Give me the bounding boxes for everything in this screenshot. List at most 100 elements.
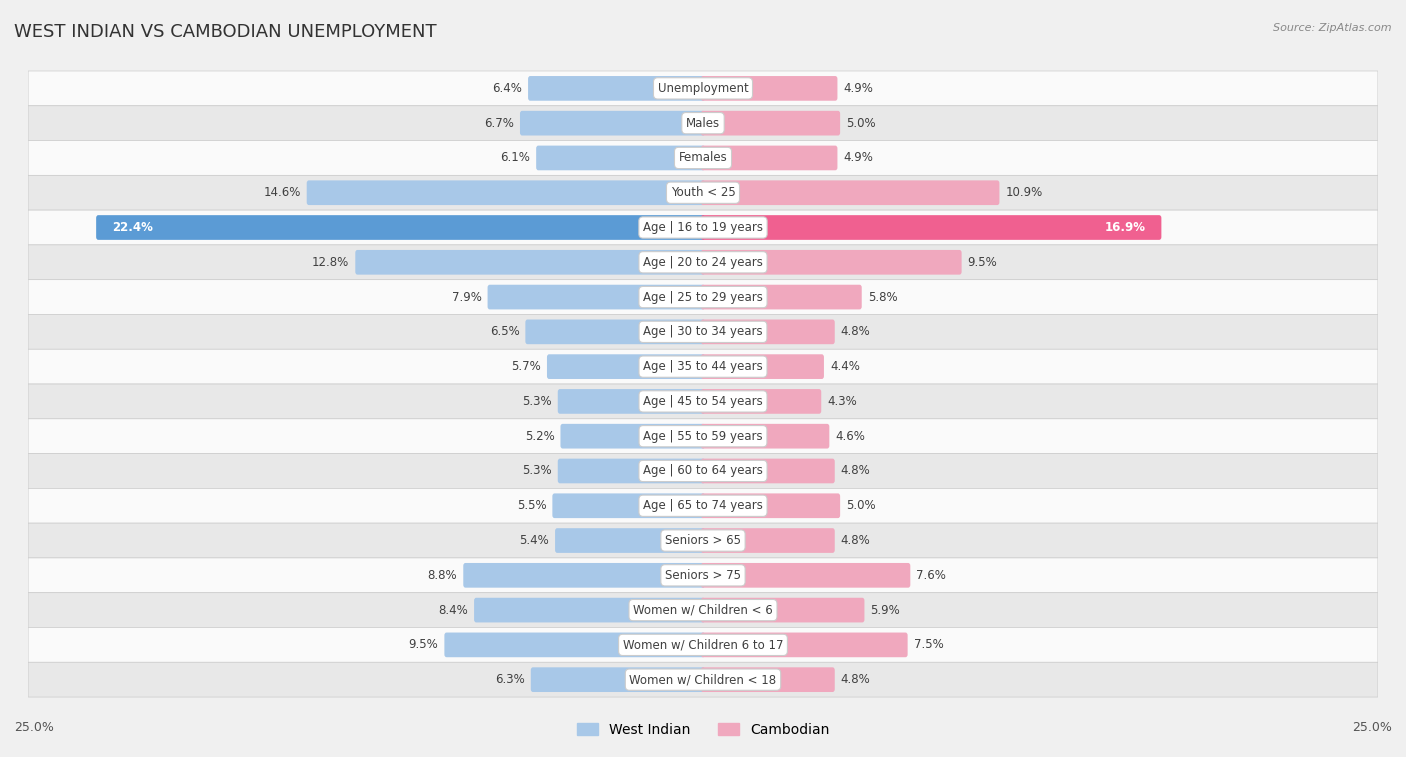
FancyBboxPatch shape: [28, 384, 1378, 419]
FancyBboxPatch shape: [488, 285, 706, 310]
Text: Males: Males: [686, 117, 720, 129]
Text: Age | 65 to 74 years: Age | 65 to 74 years: [643, 500, 763, 512]
Text: Unemployment: Unemployment: [658, 82, 748, 95]
FancyBboxPatch shape: [28, 419, 1378, 453]
FancyBboxPatch shape: [700, 389, 821, 414]
FancyBboxPatch shape: [520, 111, 706, 136]
Legend: West Indian, Cambodian: West Indian, Cambodian: [571, 717, 835, 742]
Text: WEST INDIAN VS CAMBODIAN UNEMPLOYMENT: WEST INDIAN VS CAMBODIAN UNEMPLOYMENT: [14, 23, 437, 41]
Text: 25.0%: 25.0%: [1353, 721, 1392, 734]
Text: 7.9%: 7.9%: [451, 291, 482, 304]
Text: Source: ZipAtlas.com: Source: ZipAtlas.com: [1274, 23, 1392, 33]
Text: Youth < 25: Youth < 25: [671, 186, 735, 199]
FancyBboxPatch shape: [444, 633, 706, 657]
FancyBboxPatch shape: [700, 494, 841, 518]
Text: Females: Females: [679, 151, 727, 164]
Text: 4.6%: 4.6%: [835, 430, 865, 443]
FancyBboxPatch shape: [529, 76, 706, 101]
FancyBboxPatch shape: [700, 145, 838, 170]
FancyBboxPatch shape: [558, 459, 706, 483]
FancyBboxPatch shape: [700, 215, 1161, 240]
FancyBboxPatch shape: [700, 180, 1000, 205]
Text: Women w/ Children < 6: Women w/ Children < 6: [633, 603, 773, 617]
Text: 16.9%: 16.9%: [1105, 221, 1146, 234]
FancyBboxPatch shape: [700, 111, 841, 136]
Text: 4.8%: 4.8%: [841, 673, 870, 686]
Text: 6.7%: 6.7%: [484, 117, 515, 129]
FancyBboxPatch shape: [526, 319, 706, 344]
FancyBboxPatch shape: [531, 668, 706, 692]
FancyBboxPatch shape: [28, 245, 1378, 279]
Text: 10.9%: 10.9%: [1005, 186, 1043, 199]
Text: 6.4%: 6.4%: [492, 82, 522, 95]
FancyBboxPatch shape: [700, 424, 830, 449]
Text: 4.9%: 4.9%: [844, 82, 873, 95]
Text: 25.0%: 25.0%: [14, 721, 53, 734]
FancyBboxPatch shape: [28, 176, 1378, 210]
Text: 9.5%: 9.5%: [967, 256, 997, 269]
Text: Age | 55 to 59 years: Age | 55 to 59 years: [643, 430, 763, 443]
FancyBboxPatch shape: [700, 250, 962, 275]
Text: Age | 30 to 34 years: Age | 30 to 34 years: [643, 326, 763, 338]
FancyBboxPatch shape: [700, 633, 908, 657]
FancyBboxPatch shape: [28, 314, 1378, 349]
Text: 9.5%: 9.5%: [409, 638, 439, 651]
Text: 5.0%: 5.0%: [846, 117, 876, 129]
Text: 7.5%: 7.5%: [914, 638, 943, 651]
Text: 4.4%: 4.4%: [830, 360, 859, 373]
FancyBboxPatch shape: [28, 349, 1378, 384]
FancyBboxPatch shape: [28, 453, 1378, 488]
FancyBboxPatch shape: [700, 563, 910, 587]
Text: Women w/ Children 6 to 17: Women w/ Children 6 to 17: [623, 638, 783, 651]
FancyBboxPatch shape: [536, 145, 706, 170]
Text: 5.0%: 5.0%: [846, 500, 876, 512]
FancyBboxPatch shape: [307, 180, 706, 205]
FancyBboxPatch shape: [28, 210, 1378, 245]
Text: Seniors > 75: Seniors > 75: [665, 569, 741, 582]
FancyBboxPatch shape: [474, 598, 706, 622]
Text: Age | 16 to 19 years: Age | 16 to 19 years: [643, 221, 763, 234]
FancyBboxPatch shape: [28, 523, 1378, 558]
FancyBboxPatch shape: [28, 628, 1378, 662]
Text: 5.3%: 5.3%: [522, 395, 551, 408]
Text: 7.6%: 7.6%: [917, 569, 946, 582]
Text: Women w/ Children < 18: Women w/ Children < 18: [630, 673, 776, 686]
Text: 4.8%: 4.8%: [841, 326, 870, 338]
FancyBboxPatch shape: [464, 563, 706, 587]
Text: Seniors > 65: Seniors > 65: [665, 534, 741, 547]
FancyBboxPatch shape: [28, 488, 1378, 523]
FancyBboxPatch shape: [547, 354, 706, 379]
Text: 12.8%: 12.8%: [312, 256, 349, 269]
Text: 6.3%: 6.3%: [495, 673, 524, 686]
Text: 8.8%: 8.8%: [427, 569, 457, 582]
Text: 4.8%: 4.8%: [841, 465, 870, 478]
Text: Age | 45 to 54 years: Age | 45 to 54 years: [643, 395, 763, 408]
Text: Age | 60 to 64 years: Age | 60 to 64 years: [643, 465, 763, 478]
Text: 5.8%: 5.8%: [868, 291, 897, 304]
Text: Age | 20 to 24 years: Age | 20 to 24 years: [643, 256, 763, 269]
FancyBboxPatch shape: [700, 598, 865, 622]
Text: 8.4%: 8.4%: [439, 603, 468, 617]
FancyBboxPatch shape: [700, 354, 824, 379]
Text: 4.8%: 4.8%: [841, 534, 870, 547]
Text: 5.3%: 5.3%: [522, 465, 551, 478]
Text: 22.4%: 22.4%: [112, 221, 153, 234]
FancyBboxPatch shape: [28, 593, 1378, 628]
Text: 5.7%: 5.7%: [512, 360, 541, 373]
Text: 14.6%: 14.6%: [263, 186, 301, 199]
FancyBboxPatch shape: [558, 389, 706, 414]
FancyBboxPatch shape: [555, 528, 706, 553]
Text: 6.5%: 6.5%: [489, 326, 519, 338]
Text: Age | 35 to 44 years: Age | 35 to 44 years: [643, 360, 763, 373]
Text: 5.4%: 5.4%: [519, 534, 550, 547]
FancyBboxPatch shape: [561, 424, 706, 449]
Text: 6.1%: 6.1%: [501, 151, 530, 164]
Text: 5.5%: 5.5%: [517, 500, 547, 512]
FancyBboxPatch shape: [28, 106, 1378, 141]
FancyBboxPatch shape: [700, 668, 835, 692]
FancyBboxPatch shape: [28, 71, 1378, 106]
FancyBboxPatch shape: [28, 279, 1378, 314]
Text: 5.9%: 5.9%: [870, 603, 900, 617]
FancyBboxPatch shape: [700, 319, 835, 344]
Text: 4.3%: 4.3%: [827, 395, 856, 408]
